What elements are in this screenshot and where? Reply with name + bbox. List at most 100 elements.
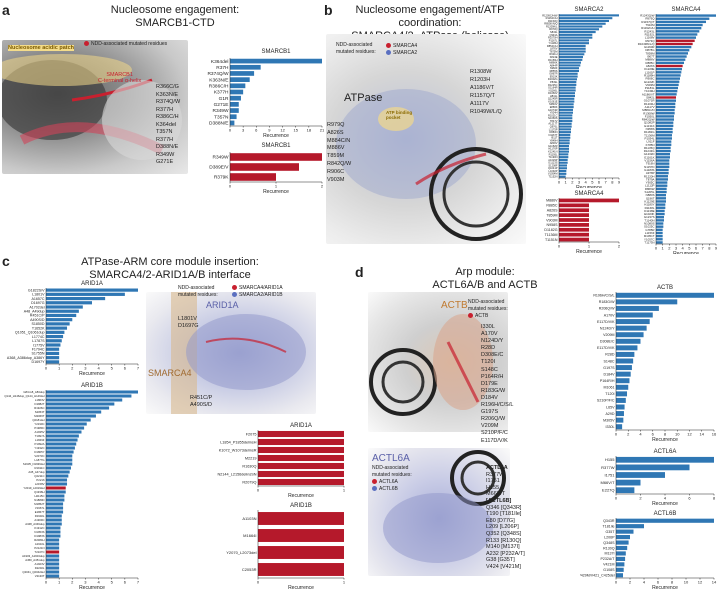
bar: [46, 301, 92, 305]
bar: [656, 17, 710, 20]
bar-category-label: R979Q: [645, 17, 655, 21]
smarca4-atpase-structure: ATPase ATP binding pocket: [326, 34, 526, 244]
panel-b-legend-items: SMARCA4 SMARCA2: [386, 43, 417, 57]
bar: [559, 67, 579, 70]
bar-category-label: I330L: [606, 425, 615, 429]
panel-b-residues-left: R979Q A826S M884C/N M886V T859M R842Q/W R906C V…: [327, 122, 351, 184]
blue-dot-icon: [372, 486, 377, 492]
bar: [656, 234, 663, 238]
bar: [46, 446, 75, 450]
bar: [559, 161, 568, 164]
bar-category-label: H1176P: [548, 147, 557, 151]
bar-category-label: S843L: [550, 30, 558, 34]
bar-category-label: E1161K: [644, 155, 654, 159]
bar: [656, 30, 700, 33]
bar: [559, 133, 571, 136]
panel-c-title: ATPase-ARM core module insertion: SMARCA…: [50, 256, 290, 282]
bar-category-label: A1186V/T: [642, 92, 655, 96]
bar-category-label: T1190N: [548, 155, 557, 159]
legend-c-head1: NDD-associated: [178, 285, 215, 291]
bar: [46, 546, 60, 550]
bar-category-label: T1152N: [548, 175, 557, 179]
bar: [559, 56, 583, 59]
bar: [656, 140, 672, 143]
x-tick-label: 1: [343, 488, 346, 493]
bar: [46, 550, 60, 554]
bar: [656, 93, 677, 96]
bar-category-label: Y849H: [550, 138, 558, 142]
x-axis-label: Recurrence: [652, 585, 678, 591]
bar: [559, 167, 567, 170]
bar-category-label: R37H: [216, 65, 229, 71]
x-tick-label: 1: [275, 184, 278, 189]
bar-category-label: Y2190C: [34, 422, 44, 426]
x-tick-label: 4: [97, 580, 100, 585]
bar-category-label: P164R/H: [600, 379, 615, 383]
bar-category-label: Q1936H: [34, 490, 44, 494]
bar-category-label: N1157D: [644, 165, 654, 169]
bar-category-label: R206Q/W: [599, 307, 615, 311]
bar-category-label: L65V: [606, 405, 615, 409]
bar: [656, 45, 692, 49]
bar-category-label: R1159H: [548, 58, 557, 62]
x-tick-label: 4: [643, 580, 646, 585]
bar-category-label: G108S: [603, 568, 615, 572]
x-tick-label: 1: [565, 180, 568, 185]
bar: [656, 149, 671, 153]
bar: [559, 100, 575, 103]
bar-category-label: D1983S: [34, 534, 44, 538]
bar-category-label: R1153Q: [548, 19, 557, 23]
bar-category-label: G1R: [219, 96, 229, 102]
bar-category-label: R379K: [214, 175, 229, 181]
bar-category-label: A1657C: [32, 297, 45, 301]
x-tick-label: 15: [293, 128, 298, 133]
bar: [559, 142, 570, 145]
bar-category-label: G1183S: [644, 168, 654, 172]
bar-category-label: N958S: [547, 223, 559, 227]
bar: [656, 146, 671, 150]
bar-category-label: D184V: [604, 372, 616, 376]
bar-category-label: T1151N: [545, 238, 558, 242]
smarcb1-nucleosome-structure: Nucleosome acidic patch SMARCB1 C-termin…: [2, 40, 188, 174]
bar: [656, 49, 690, 52]
panel-b-title-line1: Nucleosome engagement/ATP coordination:: [355, 4, 505, 29]
bar: [559, 156, 569, 159]
bar-category-label: A170V: [604, 313, 615, 317]
structure-c-art: [171, 292, 306, 414]
bar: [258, 478, 344, 486]
x-tick-label: 0: [257, 488, 260, 493]
bar: [559, 139, 570, 142]
bar-category-label: Q976L: [550, 124, 558, 128]
bar-category-label: R349W: [213, 155, 229, 161]
x-tick-label: 6: [688, 496, 691, 501]
bar: [559, 92, 575, 95]
bar-category-label: V2130T: [35, 574, 45, 578]
bar-category-label: R386C/H: [209, 83, 229, 89]
bar: [616, 299, 678, 305]
panel-c-residues-top: L1801V D1697G: [178, 316, 199, 330]
bar: [559, 47, 586, 50]
bar: [559, 106, 574, 109]
bar: [616, 472, 665, 478]
bar-category-label: G1164R: [548, 86, 558, 90]
bar: [46, 482, 68, 486]
bar: [616, 562, 625, 567]
bar: [46, 474, 69, 478]
bar-category-label: I1751: [604, 472, 615, 477]
bar: [258, 454, 344, 462]
bar: [616, 391, 628, 397]
bar: [258, 546, 344, 559]
bar-category-label: Q1245R: [548, 97, 558, 101]
bar: [559, 25, 603, 28]
x-tick-label: 0: [655, 246, 658, 251]
bar-category-label: P1034L: [645, 136, 655, 140]
bar-category-label: M1061: [604, 386, 615, 390]
chart-smarca2-blue: SMARCA2 R1209C/H/WR1162C/HR1153QR855K/N/Q…: [542, 7, 621, 188]
bar-category-label: A368_A386dup_A386Y: [7, 356, 45, 360]
bar-category-label: R1220H: [644, 174, 655, 178]
bar-category-label: M1051T: [644, 234, 655, 238]
bar-category-label: N1166L: [549, 88, 558, 92]
bar-category-label: M305V: [603, 418, 615, 422]
x-tick-label: 0: [615, 496, 618, 501]
bar-category-label: R196H/C/S/L: [593, 294, 614, 298]
